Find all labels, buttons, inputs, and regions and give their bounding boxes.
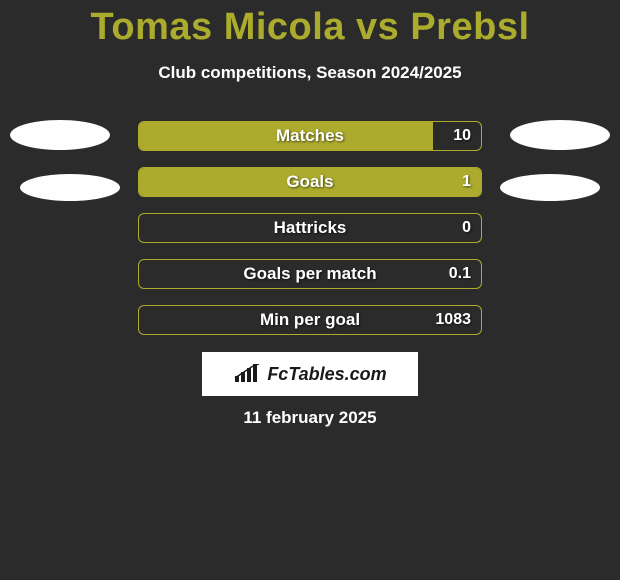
stat-row: Hattricks 0 bbox=[138, 213, 482, 243]
stats-bars: Matches 10 Goals 1 Hattricks 0 Goals per match… bbox=[138, 121, 482, 351]
bar-chart-icon bbox=[233, 364, 261, 384]
stat-label: Goals per match bbox=[243, 264, 376, 284]
stat-row: Goals 1 bbox=[138, 167, 482, 197]
stat-value-right: 1083 bbox=[435, 311, 471, 329]
stat-row: Min per goal 1083 bbox=[138, 305, 482, 335]
stat-row: Goals per match 0.1 bbox=[138, 259, 482, 289]
page-subtitle: Club competitions, Season 2024/2025 bbox=[0, 63, 620, 83]
stat-value-right: 0 bbox=[462, 219, 471, 237]
comparison-card: Tomas Micola vs Prebsl Club competitions… bbox=[0, 0, 620, 580]
avatar-right-bottom bbox=[500, 174, 600, 201]
stat-value-right: 10 bbox=[453, 127, 471, 145]
stat-value-right: 0.1 bbox=[449, 265, 471, 283]
avatar-right-top bbox=[510, 120, 610, 150]
avatar-left-bottom bbox=[20, 174, 120, 201]
brand-logo-text: FcTables.com bbox=[267, 364, 386, 385]
stat-label: Hattricks bbox=[274, 218, 347, 238]
stat-value-right: 1 bbox=[462, 173, 471, 191]
brand-logo: FcTables.com bbox=[202, 352, 418, 396]
avatar-left-top bbox=[10, 120, 110, 150]
stat-label: Matches bbox=[276, 126, 344, 146]
page-title: Tomas Micola vs Prebsl bbox=[0, 0, 620, 49]
date-label: 11 february 2025 bbox=[0, 408, 620, 428]
stat-row: Matches 10 bbox=[138, 121, 482, 151]
stat-label: Min per goal bbox=[260, 310, 360, 330]
stat-label: Goals bbox=[286, 172, 333, 192]
